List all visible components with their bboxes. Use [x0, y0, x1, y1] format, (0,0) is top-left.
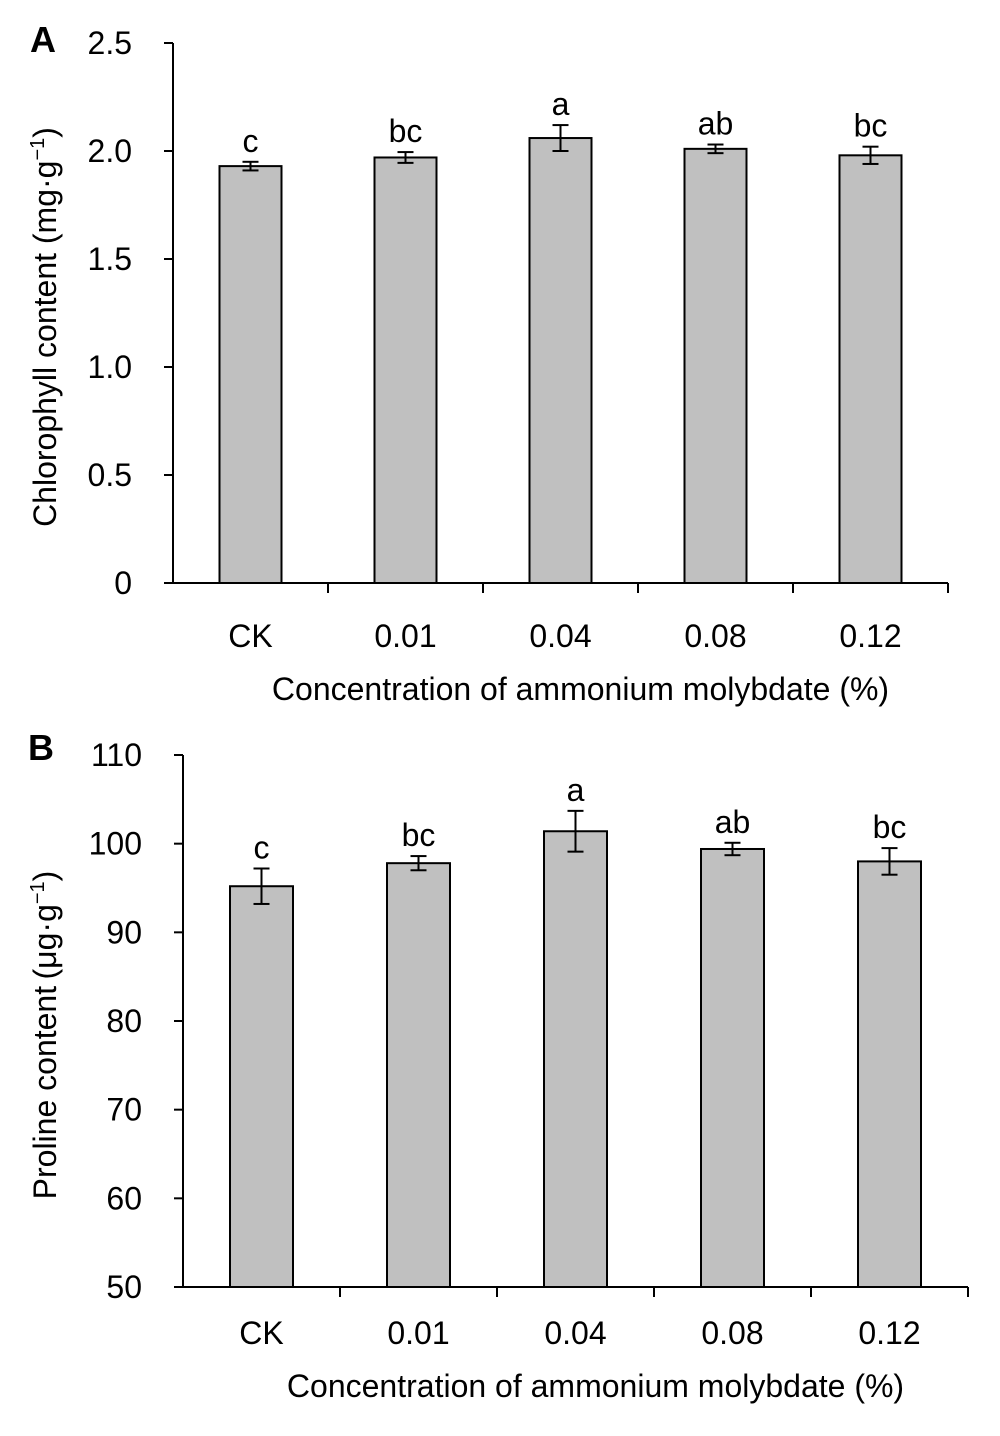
- significance-label: c: [243, 123, 259, 159]
- panel-letter: A: [30, 19, 56, 60]
- x-tick-label: 0.12: [839, 618, 901, 654]
- y-tick-label: 80: [106, 1003, 142, 1039]
- y-tick-label: 0: [114, 565, 132, 601]
- y-axis-title-main: Chlorophyll content (mg·g: [27, 161, 63, 527]
- significance-label: a: [552, 86, 570, 122]
- bar: [543, 830, 608, 1289]
- x-axis-title: Concentration of ammonium molybdate (%): [287, 1368, 904, 1404]
- bar: [386, 862, 451, 1288]
- y-tick-label: 1.5: [88, 241, 132, 277]
- x-tick-label: 0.04: [529, 618, 591, 654]
- y-tick-label: 110: [91, 737, 142, 773]
- bar: [857, 860, 922, 1289]
- bar: [218, 165, 283, 584]
- x-tick-label: 0.01: [387, 1315, 449, 1351]
- y-tick-label: 2.5: [88, 25, 132, 61]
- x-tick-label: 0.01: [374, 618, 436, 654]
- x-tick-label: 0.08: [701, 1315, 763, 1351]
- y-axis-title-end: ): [27, 127, 63, 138]
- bar: [700, 847, 765, 1289]
- significance-label: bc: [873, 809, 907, 845]
- chart-panel-a: Ac CK bc 0.01 a 0.04 ab 0.08 bc 0.12 0 0.5 1.0 1.5 2.0…: [27, 19, 949, 707]
- y-tick-label: 50: [106, 1269, 142, 1305]
- y-axis-title: Chlorophyll content (mg·g−1): [27, 127, 63, 527]
- x-axis-title: Concentration of ammonium molybdate (%): [272, 671, 889, 707]
- x-tick-label: CK: [228, 618, 272, 654]
- x-tick-label: 0.04: [544, 1315, 606, 1351]
- x-tick-label: 0.08: [684, 618, 746, 654]
- y-axis-title-superscript: −1: [27, 138, 49, 161]
- x-tick-label: 0.12: [858, 1315, 920, 1351]
- y-tick-label: 2.0: [88, 133, 132, 169]
- panel-letter: B: [28, 727, 54, 768]
- y-axis-title-end: ): [27, 871, 63, 882]
- x-tick-label: CK: [239, 1315, 283, 1351]
- significance-label: ab: [698, 106, 734, 142]
- y-axis-title: Proline content (μg·g−1): [27, 871, 63, 1200]
- significance-label: a: [567, 772, 585, 808]
- y-tick-label: 0.5: [88, 457, 132, 493]
- bar: [838, 154, 903, 584]
- y-axis-title-superscript: −1: [27, 881, 49, 904]
- y-axis-title-main: Proline content (μg·g: [27, 904, 63, 1199]
- significance-label: c: [254, 829, 270, 865]
- significance-label: bc: [402, 817, 436, 853]
- y-tick-label: 1.0: [88, 349, 132, 385]
- significance-label: ab: [715, 804, 751, 840]
- significance-label: bc: [854, 108, 888, 144]
- y-tick-label: 90: [106, 914, 142, 950]
- bar: [373, 156, 438, 584]
- y-tick-label: 100: [89, 826, 142, 862]
- y-tick-label: 60: [106, 1180, 142, 1216]
- y-tick-label: 70: [106, 1092, 142, 1128]
- bar: [683, 147, 748, 584]
- chart-panel-b: Bc CK bc 0.01 a 0.04 ab 0.08 bc 0.12 50 60 70 80 90 100…: [27, 727, 969, 1404]
- significance-label: bc: [389, 113, 423, 149]
- bar: [528, 137, 593, 584]
- bar: [229, 885, 294, 1289]
